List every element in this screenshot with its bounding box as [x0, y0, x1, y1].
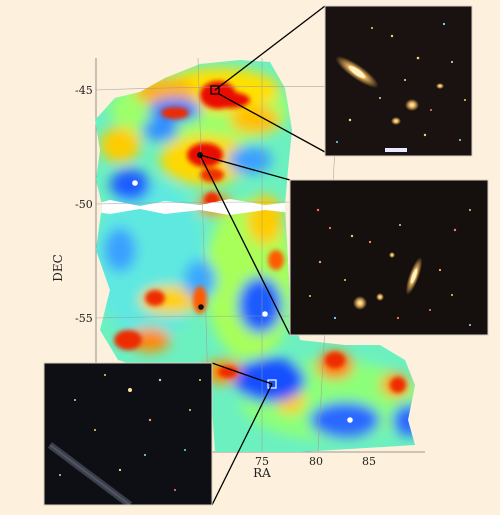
inset-bottom-left-border [43, 362, 213, 506]
x-axis-title: RA [253, 466, 271, 480]
inset-top-right [325, 6, 472, 156]
x-tick-label-2: 80 [309, 455, 323, 468]
marker-left-white [132, 180, 138, 186]
inset-middle-right [290, 180, 488, 335]
leader-lines [199, 5, 326, 506]
y-tick-label-2: -50 [75, 198, 93, 211]
y-tick-label-1: -45 [75, 84, 93, 97]
y-axis-title: DEC [51, 254, 65, 282]
marker-center-white [262, 311, 268, 317]
marker-center-dark [198, 304, 204, 310]
marker-bottom-white [347, 417, 353, 423]
inset-middle-right-border [289, 179, 489, 336]
inset-top-right-border [324, 5, 473, 157]
marker-top-square [210, 85, 220, 95]
marker-bottom-square [267, 379, 277, 389]
x-tick-label-3: 85 [362, 455, 376, 468]
y-tick-label-3: -55 [75, 312, 93, 325]
inset-bottom-left [44, 363, 212, 505]
density-map [95, 60, 415, 452]
x-tick-label-1: 75 [255, 455, 269, 468]
